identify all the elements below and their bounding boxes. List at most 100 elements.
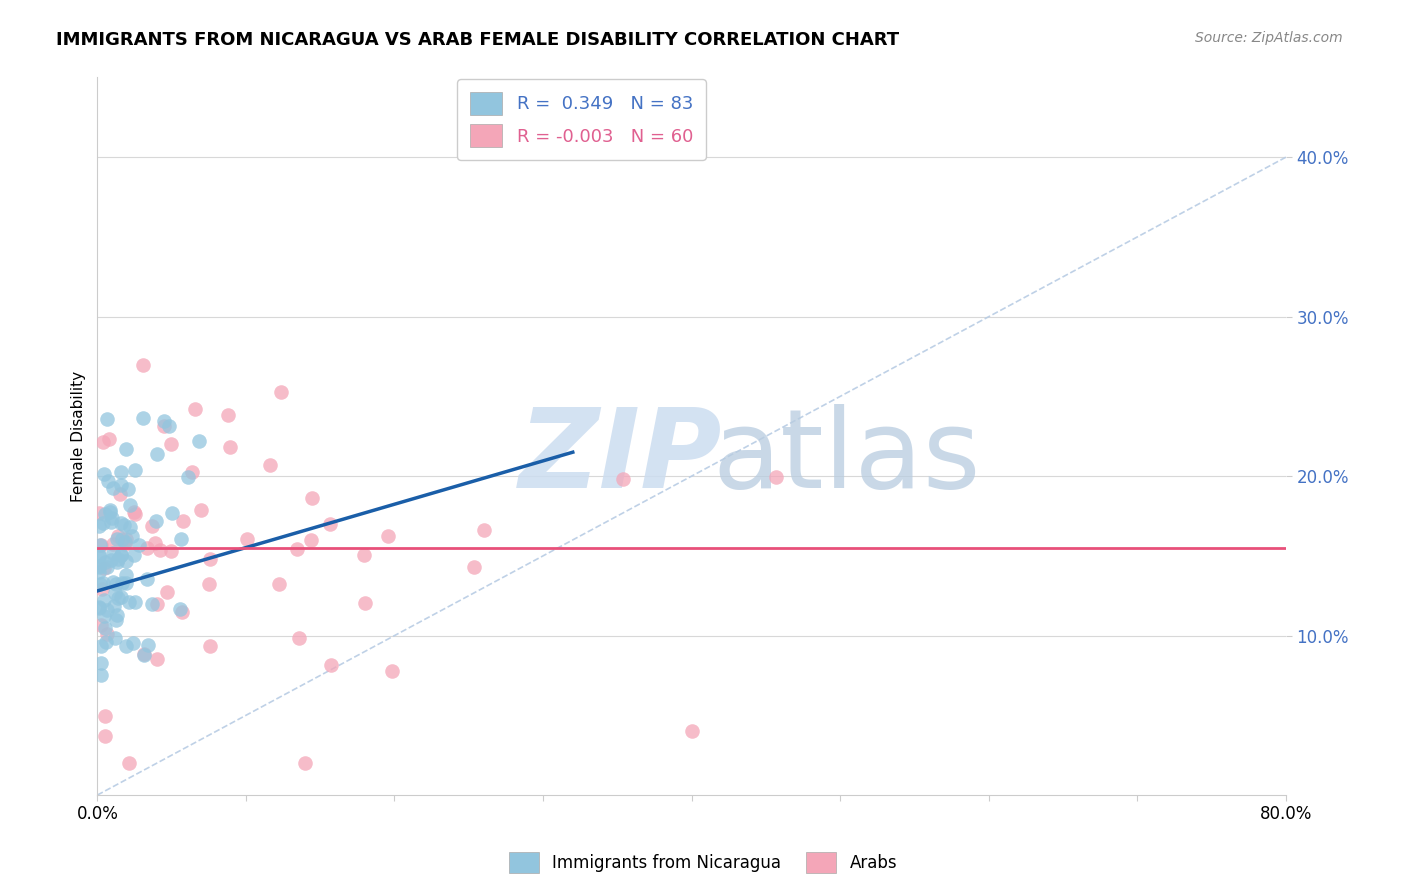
Point	[200, 551, 222, 566]
Point	[90, 582, 112, 597]
Point	[105, 613, 128, 627]
Point	[115, 639, 138, 653]
Point	[124, 463, 146, 477]
Point	[287, 541, 309, 556]
Point	[259, 458, 281, 473]
Point	[104, 586, 127, 600]
Point	[100, 503, 122, 517]
Point	[100, 516, 122, 530]
Point	[136, 572, 159, 586]
Point	[87, 548, 110, 562]
Point	[180, 466, 202, 480]
Point	[294, 756, 316, 771]
Point	[153, 414, 176, 428]
Point	[145, 515, 167, 529]
Point	[110, 591, 132, 605]
Point	[103, 599, 125, 613]
Point	[145, 597, 167, 611]
Point	[110, 532, 132, 546]
Point	[183, 401, 205, 416]
Point	[145, 536, 167, 550]
Point	[87, 560, 110, 574]
Point	[124, 594, 146, 608]
Point	[117, 482, 139, 496]
Point	[136, 638, 159, 652]
Point	[96, 603, 118, 617]
Point	[128, 538, 150, 552]
Point	[101, 574, 124, 589]
Point	[87, 558, 110, 573]
Point	[149, 543, 172, 558]
Text: atlas: atlas	[711, 404, 980, 511]
Point	[97, 432, 120, 446]
Point	[170, 605, 193, 619]
Legend: R =  0.349   N = 83, R = -0.003   N = 60: R = 0.349 N = 83, R = -0.003 N = 60	[457, 79, 706, 160]
Point	[91, 434, 114, 449]
Point	[96, 560, 118, 574]
Point	[114, 537, 136, 551]
Point	[381, 664, 404, 678]
Point	[136, 541, 159, 555]
Point	[159, 418, 181, 433]
Point	[681, 724, 703, 739]
Point	[89, 599, 111, 614]
Point	[219, 440, 242, 454]
Point	[107, 607, 129, 622]
Point	[107, 528, 129, 542]
Point	[90, 639, 112, 653]
Point	[321, 658, 343, 673]
Point	[87, 549, 110, 563]
Point	[269, 576, 291, 591]
Point	[94, 635, 117, 649]
Point	[87, 506, 110, 520]
Point	[270, 385, 292, 400]
Point	[93, 592, 115, 607]
Text: IMMIGRANTS FROM NICARAGUA VS ARAB FEMALE DISABILITY CORRELATION CHART: IMMIGRANTS FROM NICARAGUA VS ARAB FEMALE…	[56, 31, 900, 49]
Point	[177, 470, 200, 484]
Legend: Immigrants from Nicaragua, Arabs: Immigrants from Nicaragua, Arabs	[502, 846, 904, 880]
Point	[93, 609, 115, 624]
Point	[114, 553, 136, 567]
Point	[190, 503, 212, 517]
Point	[93, 561, 115, 575]
Point	[90, 538, 112, 552]
Point	[236, 532, 259, 546]
Text: Source: ZipAtlas.com: Source: ZipAtlas.com	[1195, 31, 1343, 45]
Point	[301, 491, 323, 506]
Point	[101, 546, 124, 560]
Point	[101, 481, 124, 495]
Point	[124, 507, 146, 521]
Y-axis label: Female Disability: Female Disability	[72, 371, 86, 502]
Point	[91, 575, 114, 590]
Point	[463, 560, 485, 574]
Point	[153, 419, 176, 434]
Point	[472, 523, 495, 537]
Point	[94, 708, 117, 723]
Point	[146, 447, 169, 461]
Point	[217, 408, 239, 422]
Point	[87, 519, 110, 533]
Point	[198, 639, 221, 653]
Point	[105, 577, 128, 591]
Point	[105, 556, 128, 570]
Point	[160, 437, 183, 451]
Point	[110, 465, 132, 479]
Point	[110, 549, 132, 563]
Point	[110, 487, 132, 501]
Point	[87, 600, 110, 615]
Point	[118, 594, 141, 608]
Point	[172, 514, 194, 528]
Point	[94, 621, 117, 635]
Point	[120, 498, 142, 512]
Point	[141, 597, 163, 611]
Point	[89, 565, 111, 579]
Point	[353, 596, 375, 610]
Point	[111, 575, 134, 590]
Point	[97, 474, 120, 488]
Point	[115, 576, 138, 591]
Point	[94, 507, 117, 521]
Point	[170, 532, 193, 546]
Point	[299, 533, 322, 547]
Point	[93, 467, 115, 482]
Point	[110, 477, 132, 491]
